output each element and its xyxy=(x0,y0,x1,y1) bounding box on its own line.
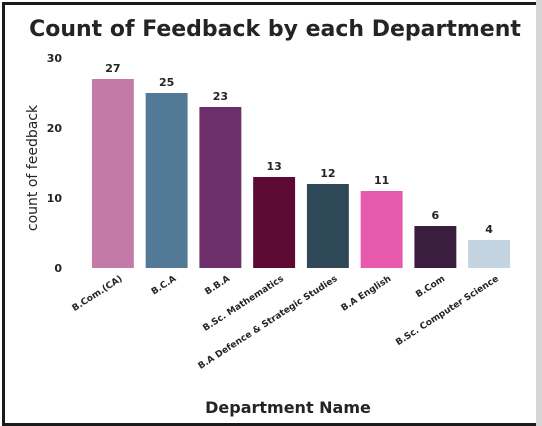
data-label: 6 xyxy=(432,209,440,222)
category-label: B.Com xyxy=(414,274,447,300)
bar xyxy=(253,177,296,268)
bar xyxy=(306,184,349,268)
data-label: 13 xyxy=(266,160,281,173)
category-label: B.C.A xyxy=(150,274,178,297)
frame-shadow xyxy=(536,0,542,426)
data-label: 4 xyxy=(485,223,493,236)
bar xyxy=(91,79,134,268)
data-label: 25 xyxy=(159,76,174,89)
x-axis-title: Department Name xyxy=(205,398,371,417)
bars xyxy=(91,79,511,268)
chart-title: Count of Feedback by each Department xyxy=(29,17,521,42)
bar xyxy=(199,107,242,268)
data-label: 27 xyxy=(105,62,120,75)
category-label: B.Com.(CA) xyxy=(71,274,125,314)
y-tick-label: 30 xyxy=(47,52,63,65)
bar xyxy=(145,93,188,268)
y-tick-label: 20 xyxy=(47,122,63,135)
category-labels: B.Com.(CA) B.C.A B.B.AB.Sc. MathematicsB.A… xyxy=(71,274,501,372)
data-labels: 27 25 23 13 12 11 6 4 xyxy=(105,62,493,236)
y-axis-title: count of feedback xyxy=(25,104,41,231)
y-axis-ticks: 0 10 20 30 xyxy=(47,52,63,275)
data-label: 12 xyxy=(320,167,335,180)
category-label: B.B.A xyxy=(203,274,232,297)
bar xyxy=(360,191,403,268)
y-tick-label: 0 xyxy=(54,262,62,275)
data-label: 11 xyxy=(374,174,389,187)
category-label: B.Sc. Computer Science xyxy=(394,274,501,348)
data-label: 23 xyxy=(213,90,228,103)
y-tick-label: 10 xyxy=(47,192,63,205)
category-label: B.A English xyxy=(340,274,394,314)
bar xyxy=(414,226,457,268)
bar xyxy=(468,240,511,268)
